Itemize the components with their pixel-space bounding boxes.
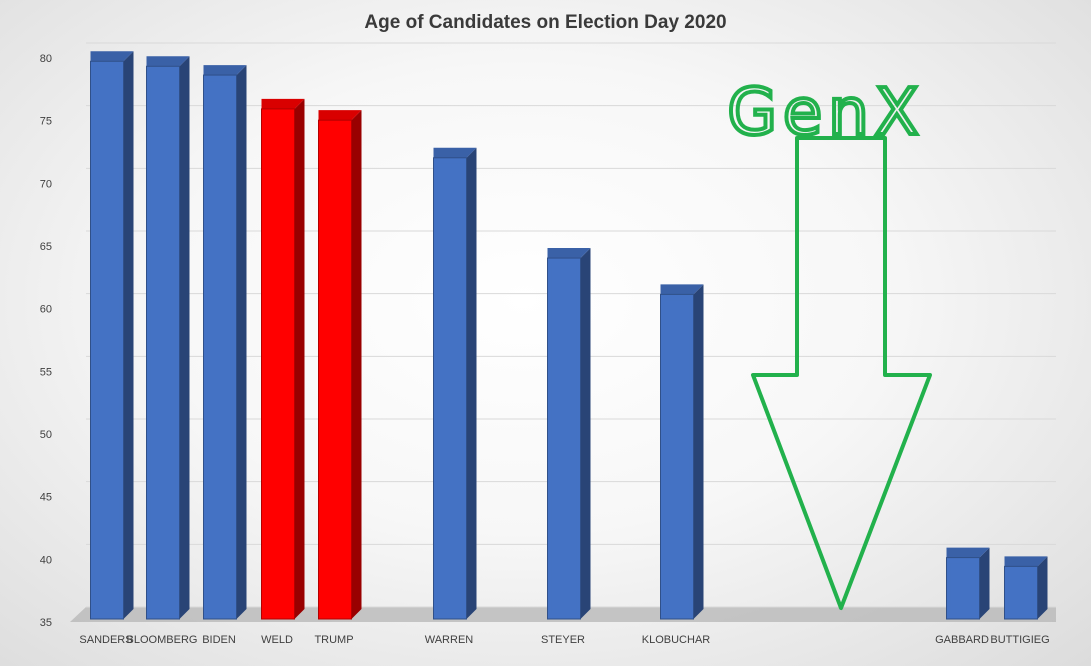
y-tick-label: 35 — [40, 617, 52, 629]
bar-biden — [203, 65, 247, 620]
bar-trump — [318, 110, 362, 620]
y-tick-label: 40 — [40, 554, 52, 566]
x-tick-label: BLOOMBERG — [127, 634, 198, 646]
bar-front — [433, 157, 467, 620]
bar-top — [1004, 556, 1048, 567]
y-tick-label: 80 — [40, 53, 52, 65]
bar-side — [123, 51, 134, 619]
bar-edge — [322, 125, 348, 614]
x-tick-label: BIDEN — [202, 634, 236, 646]
x-tick-label: KLOBUCHAR — [642, 634, 711, 646]
x-tick-label: WARREN — [425, 634, 474, 646]
y-tick-label: 45 — [40, 492, 52, 504]
bar-side — [693, 284, 704, 619]
bar-top — [203, 65, 247, 76]
bars — [90, 51, 1048, 620]
bar-top — [318, 110, 362, 121]
y-tick-label: 75 — [40, 116, 52, 128]
y-tick-label: 60 — [40, 304, 52, 316]
bar-edge — [664, 299, 690, 614]
x-tick-label: WELD — [261, 634, 293, 646]
bar-edge — [150, 71, 176, 614]
bar-side — [580, 248, 591, 619]
bar-side — [351, 110, 362, 619]
bar-top — [660, 284, 704, 295]
bar-top — [547, 248, 591, 259]
bar-edge — [950, 563, 976, 614]
bar-edge — [437, 163, 463, 614]
bar-front — [1004, 565, 1038, 620]
x-tick-label: SANDERS — [79, 634, 132, 646]
bar-steyer — [547, 248, 591, 620]
y-axis-ticks: 35 40 45 50 55 60 65 70 75 80 — [40, 53, 52, 629]
x-tick-label: GABBARD — [935, 634, 989, 646]
y-tick-label: 70 — [40, 178, 52, 190]
bar-gabbard — [946, 547, 990, 620]
bar-edge — [94, 66, 120, 614]
bar-weld — [261, 98, 305, 620]
bar-front — [261, 108, 295, 620]
genx-annotation: GenX — [725, 74, 932, 610]
bar-sanders — [90, 51, 134, 620]
bar-front — [660, 293, 694, 620]
gridlines — [86, 42, 1056, 608]
bar-top — [146, 56, 190, 67]
bar-top — [433, 147, 477, 158]
y-tick-label: 65 — [40, 241, 52, 253]
x-tick-label: TRUMP — [314, 634, 353, 646]
bar-front — [203, 74, 237, 620]
bar-edge — [1008, 571, 1034, 614]
bar-side — [294, 98, 305, 619]
bar-edge — [265, 114, 291, 614]
bar-side — [179, 56, 190, 619]
x-tick-label: STEYER — [541, 634, 585, 646]
bar-top — [90, 51, 134, 62]
bar-front — [90, 60, 124, 620]
bar-warren — [433, 147, 477, 620]
bar-edge — [551, 263, 577, 614]
bar-side — [1037, 556, 1048, 619]
bar-top — [946, 547, 990, 558]
bar-top — [261, 98, 305, 109]
bar-side — [466, 147, 477, 619]
bar-edge — [207, 80, 233, 614]
bar-buttigieg — [1004, 556, 1048, 620]
down-arrow-icon — [751, 136, 932, 610]
bar-side — [979, 547, 990, 619]
bar-bloomberg — [146, 56, 190, 620]
bar-front — [946, 557, 980, 620]
chart-title: Age of Candidates on Election Day 2020 — [364, 12, 727, 33]
bar-front — [318, 119, 352, 620]
y-tick-label: 50 — [40, 429, 52, 441]
bar-klobuchar — [660, 284, 704, 620]
x-tick-label: BUTTIGIEG — [990, 634, 1049, 646]
bar-front — [146, 65, 180, 620]
bar-side — [236, 65, 247, 620]
y-tick-label: 55 — [40, 366, 52, 378]
bar-front — [547, 257, 581, 620]
